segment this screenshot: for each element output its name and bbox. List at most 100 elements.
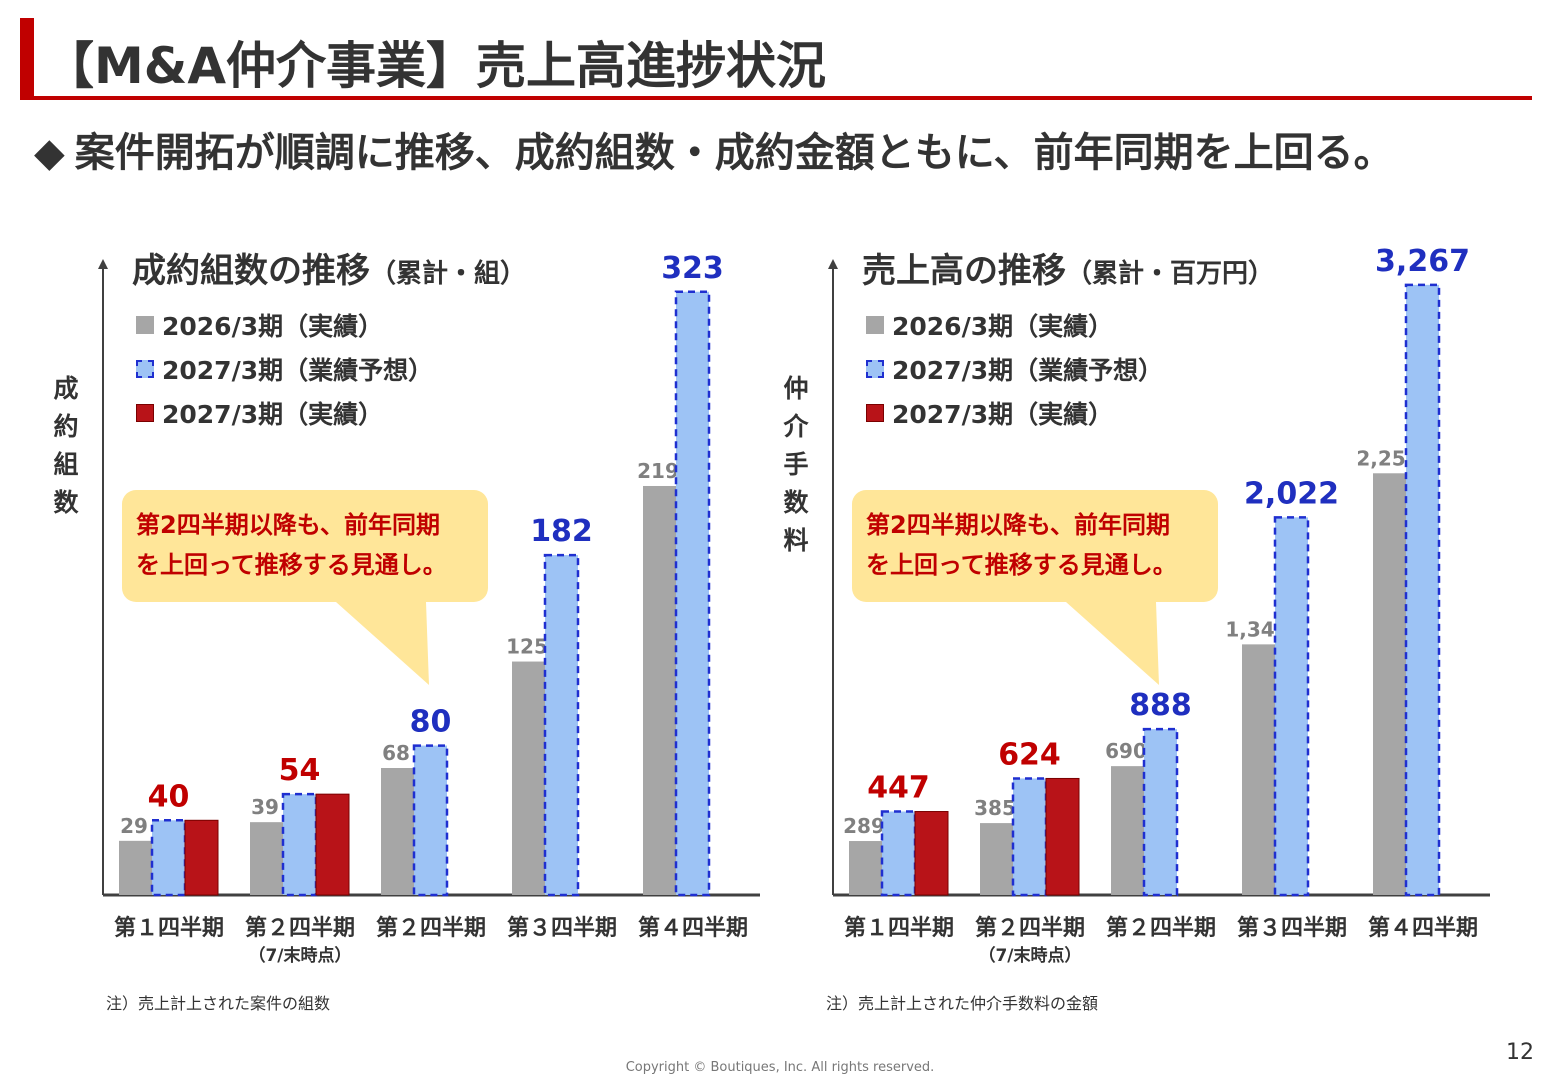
x-tick-label: 第３四半期 bbox=[507, 915, 617, 941]
bar-2027-forecast bbox=[674, 290, 711, 897]
copyright: Copyright © Boutiques, Inc. All rights r… bbox=[625, 1060, 935, 1075]
legend-label: 2027/3期（実績） bbox=[162, 400, 384, 429]
revenue-chart-ylabel: 仲介手数料 bbox=[783, 374, 809, 555]
data-label-2027-forecast: 182 bbox=[530, 514, 593, 549]
bar-2027-actual bbox=[914, 811, 949, 896]
legend-item-2026-actual: 2026/3期（実績） bbox=[136, 303, 433, 347]
legend-item-2027-actual: 2027/3期（実績） bbox=[866, 391, 1163, 435]
data-label-2026: 125 bbox=[506, 635, 548, 659]
legend-swatch-gray bbox=[136, 316, 154, 334]
revenue-chart-legend: 2026/3期（実績） 2027/3期（業績予想） 2027/3期（実績） bbox=[866, 303, 1163, 435]
deals-chart-ylabel: 成約組数 bbox=[53, 374, 79, 517]
bar-2027-actual bbox=[315, 793, 350, 896]
bar-2027-forecast bbox=[1273, 516, 1310, 897]
bar-2026-actual bbox=[1111, 766, 1144, 895]
bar-2026-actual bbox=[1242, 644, 1275, 895]
legend-item-2026-actual: 2026/3期（実績） bbox=[866, 303, 1163, 347]
bar-2026-actual bbox=[643, 485, 676, 895]
bar-2027-forecast bbox=[150, 819, 187, 897]
deals-chart-legend: 2026/3期（実績） 2027/3期（業績予想） 2027/3期（実績） bbox=[136, 303, 433, 435]
callout-bubble bbox=[122, 490, 488, 685]
title-accent-bar bbox=[20, 18, 34, 100]
x-tick-label: 第３四半期 bbox=[1237, 915, 1347, 941]
data-label-2027-actual: 624 bbox=[998, 737, 1061, 772]
data-label-2026: 39 bbox=[251, 795, 279, 819]
x-tick-label: 第１四半期 bbox=[114, 915, 224, 941]
bar-2027-forecast bbox=[1142, 727, 1179, 897]
page-number: 12 bbox=[1506, 1040, 1534, 1065]
legend-item-2027-forecast: 2027/3期（業績予想） bbox=[866, 347, 1163, 391]
x-tick-label: 第１四半期 bbox=[844, 915, 954, 941]
legend-label: 2026/3期（実績） bbox=[892, 312, 1114, 341]
callout-line-2: を上回って推移する見通し。 bbox=[136, 551, 447, 579]
revenue-chart-callout: 第2四半期以降も、前年同期 を上回って推移する見通し。 bbox=[866, 505, 1177, 585]
x-tick-sublabel: （7/末時点） bbox=[978, 945, 1081, 966]
bar-2026-actual bbox=[250, 822, 283, 895]
revenue-chart-note: 注）売上計上された仲介手数料の金額 bbox=[826, 994, 1099, 1013]
legend-swatch-blue bbox=[136, 360, 154, 378]
headline: ◆ 案件開拓が順調に推移、成約組数・成約金額ともに、前年同期を上回る。 bbox=[34, 120, 1394, 178]
x-tick-label: 第２四半期 bbox=[245, 915, 355, 941]
revenue-chart-title: 売上高の推移（累計・百万円） bbox=[862, 243, 1274, 292]
bar-2026-actual bbox=[1373, 473, 1406, 895]
bar-2027-forecast bbox=[281, 792, 318, 897]
callout-line-1: 第2四半期以降も、前年同期 bbox=[866, 511, 1170, 539]
x-tick-label: 第２四半期 bbox=[376, 915, 486, 941]
data-label-2026: 690 bbox=[1105, 739, 1147, 763]
data-label-2026: 289 bbox=[843, 814, 885, 838]
bar-2027-forecast bbox=[412, 744, 449, 897]
legend-label: 2027/3期（業績予想） bbox=[162, 356, 434, 385]
deals-chart-note: 注）売上計上された案件の組数 bbox=[106, 994, 331, 1013]
data-label-2027-forecast: 323 bbox=[661, 251, 724, 286]
bar-2027-forecast bbox=[543, 553, 580, 897]
y-axis-arrow-icon bbox=[98, 259, 108, 269]
bar-2027-forecast bbox=[1404, 283, 1441, 897]
revenue-chart: 第１四半期 289 447 第２四半期 （7/末時点） 385 624 第２四半期 690 888… bbox=[770, 205, 1500, 1013]
title-underline bbox=[20, 96, 1532, 100]
bar-2026-actual bbox=[381, 768, 414, 895]
data-label-2027-actual: 54 bbox=[279, 753, 321, 788]
callout-bubble bbox=[852, 490, 1218, 685]
data-label-2027-forecast: 888 bbox=[1129, 688, 1192, 723]
page-title: 【M&A仲介事業】売上高進捗状況 bbox=[44, 37, 827, 95]
data-label-2027-forecast: 3,267 bbox=[1375, 244, 1470, 279]
callout-line-1: 第2四半期以降も、前年同期 bbox=[136, 511, 440, 539]
headline-text: 案件開拓が順調に推移、成約組数・成約金額ともに、前年同期を上回る。 bbox=[74, 130, 1394, 176]
bar-2027-actual bbox=[1045, 777, 1080, 896]
data-label-2026: 29 bbox=[120, 814, 148, 838]
legend-label: 2027/3期（業績予想） bbox=[892, 356, 1164, 385]
legend-swatch-red bbox=[866, 404, 884, 422]
bar-2026-actual bbox=[980, 823, 1013, 895]
bar-2026-actual bbox=[119, 840, 152, 895]
bar-2027-forecast bbox=[880, 810, 917, 897]
bar-2027-actual bbox=[184, 819, 219, 896]
data-label-2026: 68 bbox=[382, 741, 410, 765]
x-tick-label: 第２四半期 bbox=[975, 915, 1085, 941]
data-label-2027-forecast: 2,022 bbox=[1244, 476, 1339, 511]
data-label-2027-actual: 40 bbox=[148, 779, 190, 814]
legend-item-2027-actual: 2027/3期（実績） bbox=[136, 391, 433, 435]
bar-2026-actual bbox=[512, 661, 545, 895]
x-tick-label: 第２四半期 bbox=[1106, 915, 1216, 941]
legend-swatch-red bbox=[136, 404, 154, 422]
legend-label: 2026/3期（実績） bbox=[162, 312, 384, 341]
legend-swatch-blue bbox=[866, 360, 884, 378]
revenue-chart-plot: 第１四半期 289 447 第２四半期 （7/末時点） 385 624 第２四半期 690 888… bbox=[828, 244, 1490, 966]
x-tick-sublabel: （7/末時点） bbox=[248, 945, 351, 966]
x-tick-label: 第４四半期 bbox=[1368, 915, 1478, 941]
callout-line-2: を上回って推移する見通し。 bbox=[866, 551, 1177, 579]
data-label-2027-actual: 447 bbox=[867, 771, 930, 806]
deals-chart-title-sub: （累計・組） bbox=[370, 259, 527, 289]
data-label-2026: 385 bbox=[974, 796, 1016, 820]
bar-2027-forecast bbox=[1011, 777, 1048, 897]
x-tick-label: 第４四半期 bbox=[638, 915, 748, 941]
deals-chart-title: 成約組数の推移（累計・組） bbox=[132, 243, 526, 292]
legend-item-2027-forecast: 2027/3期（業績予想） bbox=[136, 347, 433, 391]
data-label-2026: 219 bbox=[637, 459, 679, 483]
diamond-icon: ◆ bbox=[34, 130, 65, 176]
data-label-2027-forecast: 80 bbox=[410, 705, 452, 740]
legend-label: 2027/3期（実績） bbox=[892, 400, 1114, 429]
legend-swatch-gray bbox=[866, 316, 884, 334]
revenue-chart-title-main: 売上高の推移 bbox=[862, 251, 1066, 291]
